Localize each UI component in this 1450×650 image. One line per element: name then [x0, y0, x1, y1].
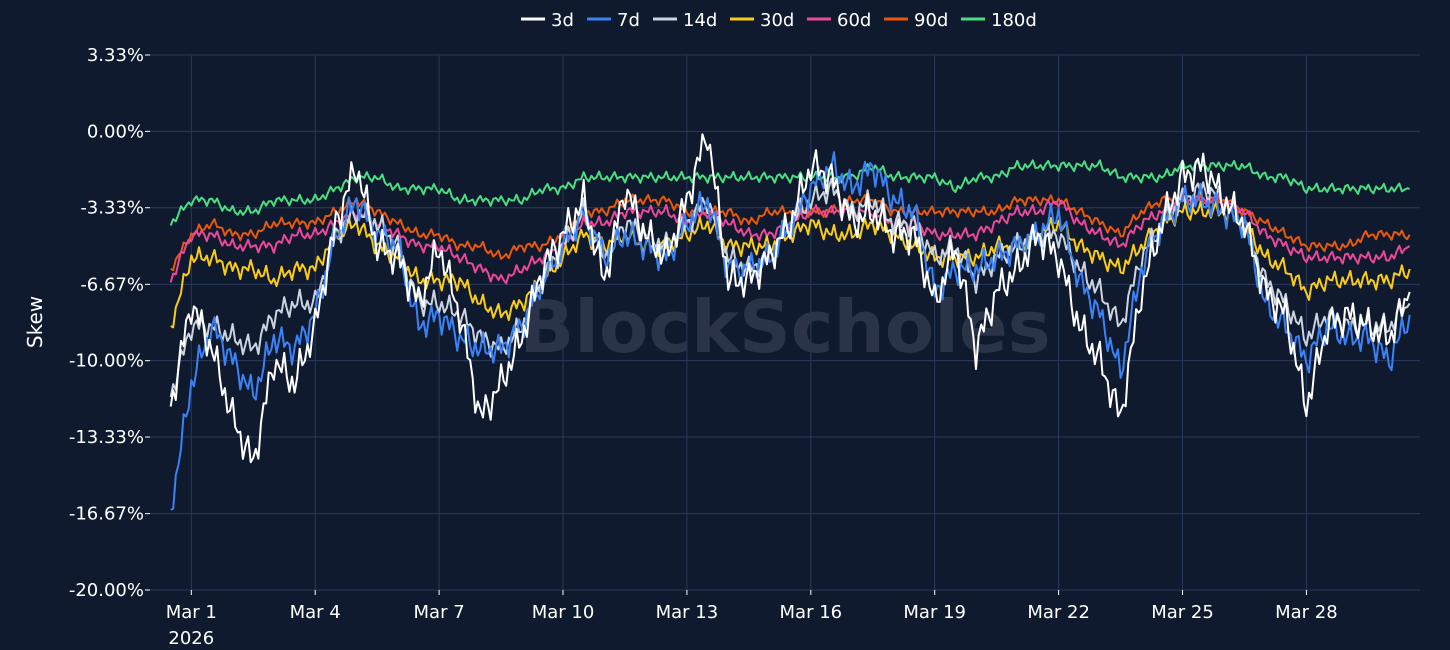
x-tick-label: Mar 4: [290, 602, 341, 623]
y-tick-label: 3.33%: [87, 45, 144, 66]
y-axis-title: Skew: [23, 296, 47, 348]
series-line-3d: [169, 133, 1411, 464]
legend-item-3d[interactable]: 3d: [551, 10, 574, 31]
y-axis-ticks: 3.33% 0.00% -3.33% -6.67% -10.00% -13.33% -16.…: [69, 45, 150, 601]
y-tick-label: 0.00%: [87, 121, 144, 142]
x-tick-label: Mar 28: [1275, 602, 1338, 623]
x-axis-ticks: Mar 1 2026 Mar 4 Mar 7 Mar 10 Mar 13 Mar 16 Mar…: [166, 590, 1338, 649]
x-tick-label: Mar 16: [780, 602, 843, 623]
y-tick-label: -10.00%: [69, 351, 144, 372]
series-line-7d: [170, 151, 1411, 511]
y-tick-label: -13.33%: [69, 427, 144, 448]
y-tick-label: -16.67%: [69, 504, 144, 525]
x-tick-year-label: 2026: [168, 628, 214, 649]
series-lines: [169, 133, 1411, 511]
x-tick-label: Mar 13: [656, 602, 719, 623]
legend-item-60d[interactable]: 60d: [837, 10, 871, 31]
legend-item-180d[interactable]: 180d: [991, 10, 1037, 31]
x-tick-label: Mar 1: [166, 602, 217, 623]
x-tick-label: Mar 19: [903, 602, 966, 623]
series-line-180d: [169, 159, 1410, 226]
y-tick-label: -20.00%: [69, 580, 144, 601]
legend: 3d 7d 14d 30d 60d 90d 180d: [521, 10, 1037, 31]
y-tick-label: -6.67%: [80, 274, 144, 295]
watermark: BlockScholes: [519, 285, 1050, 369]
legend-item-14d[interactable]: 14d: [683, 10, 717, 31]
legend-item-90d[interactable]: 90d: [914, 10, 948, 31]
y-tick-label: -3.33%: [80, 198, 144, 219]
x-tick-label: Mar 22: [1027, 602, 1090, 623]
x-tick-label: Mar 25: [1151, 602, 1214, 623]
legend-item-7d[interactable]: 7d: [617, 10, 640, 31]
x-tick-label: Mar 10: [532, 602, 595, 623]
legend-item-30d[interactable]: 30d: [760, 10, 794, 31]
x-tick-label: Mar 7: [414, 602, 465, 623]
